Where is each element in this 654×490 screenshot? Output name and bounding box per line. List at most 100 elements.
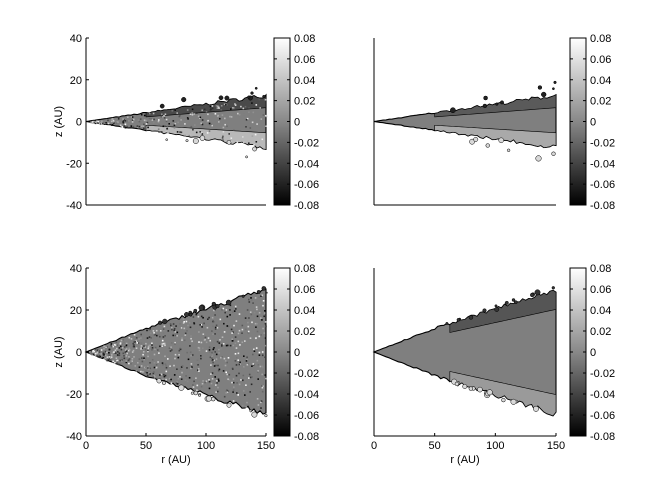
noise-speck bbox=[169, 323, 172, 325]
noise-speck bbox=[167, 330, 170, 332]
noise-speck bbox=[231, 311, 234, 313]
noise-speck bbox=[247, 331, 250, 334]
noise-speck bbox=[115, 357, 118, 359]
noise-speck bbox=[203, 322, 205, 325]
noise-speck bbox=[222, 135, 224, 138]
colorbar-tick-label: 0.04 bbox=[294, 75, 315, 87]
noise-speck bbox=[122, 122, 125, 124]
noise-speck bbox=[200, 385, 203, 388]
noise-speck bbox=[260, 407, 262, 409]
noise-speck bbox=[262, 300, 265, 302]
noise-speck bbox=[96, 355, 99, 357]
noise-speck bbox=[170, 346, 172, 348]
noise-speck bbox=[162, 363, 164, 366]
noise-speck bbox=[151, 359, 154, 361]
noise-speck bbox=[235, 347, 238, 349]
noise-speck bbox=[261, 138, 264, 141]
noise-speck bbox=[241, 332, 243, 334]
noise-speck bbox=[146, 329, 148, 332]
noise-speck bbox=[211, 316, 214, 319]
noise-speck bbox=[222, 131, 225, 133]
noise-speck bbox=[232, 344, 235, 347]
noise-speck bbox=[128, 356, 130, 358]
noise-speck bbox=[186, 380, 189, 383]
disk-region bbox=[84, 288, 267, 415]
edge-blob bbox=[250, 91, 254, 95]
noise-speck bbox=[142, 371, 144, 373]
colorbar-tick-label: 0.02 bbox=[294, 326, 315, 338]
noise-speck bbox=[261, 386, 264, 389]
noise-speck bbox=[232, 368, 234, 370]
noise-speck bbox=[174, 122, 177, 125]
noise-speck bbox=[172, 323, 175, 325]
noise-speck bbox=[132, 342, 134, 345]
x-tick-label: 50 bbox=[429, 440, 441, 452]
noise-speck bbox=[236, 141, 239, 144]
noise-speck bbox=[148, 336, 151, 338]
noise-speck bbox=[232, 381, 235, 384]
colorbar-tick-label: -0.04 bbox=[590, 389, 615, 401]
noise-speck bbox=[116, 121, 119, 123]
noise-speck bbox=[226, 325, 229, 327]
noise-speck bbox=[96, 352, 98, 354]
noise-speck bbox=[111, 124, 113, 126]
noise-speck bbox=[123, 341, 125, 344]
noise-speck bbox=[249, 391, 251, 393]
noise-speck bbox=[165, 370, 168, 373]
noise-speck bbox=[219, 117, 221, 120]
noise-speck bbox=[217, 390, 219, 393]
edge-blob bbox=[500, 100, 504, 105]
noise-speck bbox=[133, 341, 135, 343]
noise-speck bbox=[130, 338, 133, 340]
noise-speck bbox=[240, 379, 242, 381]
noise-speck bbox=[148, 117, 151, 120]
noise-speck bbox=[123, 357, 126, 360]
noise-speck bbox=[165, 120, 168, 123]
noise-speck bbox=[218, 348, 220, 351]
noise-speck bbox=[128, 336, 131, 339]
noise-speck bbox=[153, 353, 156, 356]
noise-speck bbox=[237, 332, 240, 335]
noise-speck bbox=[147, 349, 149, 352]
noise-speck bbox=[91, 353, 93, 356]
noise-speck bbox=[246, 356, 248, 359]
noise-speck bbox=[260, 401, 262, 404]
x-tick-label: 150 bbox=[547, 440, 565, 452]
noise-speck bbox=[161, 362, 164, 364]
noise-speck bbox=[214, 309, 216, 311]
noise-speck bbox=[201, 124, 204, 127]
noise-speck bbox=[235, 374, 238, 377]
noise-speck bbox=[110, 343, 113, 345]
noise-speck bbox=[250, 313, 253, 316]
noise-speck bbox=[204, 336, 207, 339]
noise-speck bbox=[226, 361, 228, 364]
noise-speck bbox=[103, 355, 106, 358]
noise-speck bbox=[190, 367, 192, 370]
noise-speck bbox=[180, 368, 182, 371]
noise-speck bbox=[103, 122, 106, 124]
noise-speck bbox=[168, 377, 171, 380]
noise-speck bbox=[103, 351, 105, 353]
noise-speck bbox=[214, 351, 216, 353]
noise-speck bbox=[124, 120, 127, 122]
edge-blob bbox=[161, 381, 166, 385]
noise-speck bbox=[162, 332, 165, 334]
colorbar-tick-label: 0.06 bbox=[590, 54, 611, 66]
noise-speck bbox=[266, 291, 268, 294]
noise-speck bbox=[158, 352, 160, 354]
noise-speck bbox=[163, 115, 165, 117]
noise-speck bbox=[188, 322, 191, 324]
noise-speck bbox=[211, 356, 213, 358]
noise-speck bbox=[243, 355, 245, 357]
noise-speck bbox=[209, 339, 211, 342]
noise-speck bbox=[206, 326, 209, 329]
noise-speck bbox=[251, 321, 253, 324]
noise-speck bbox=[206, 132, 209, 134]
noise-speck bbox=[152, 122, 155, 124]
noise-speck bbox=[171, 326, 173, 329]
noise-speck bbox=[224, 360, 227, 362]
noise-speck bbox=[174, 109, 176, 111]
noise-speck bbox=[112, 345, 114, 348]
noise-speck bbox=[105, 358, 107, 360]
noise-speck bbox=[148, 371, 151, 374]
